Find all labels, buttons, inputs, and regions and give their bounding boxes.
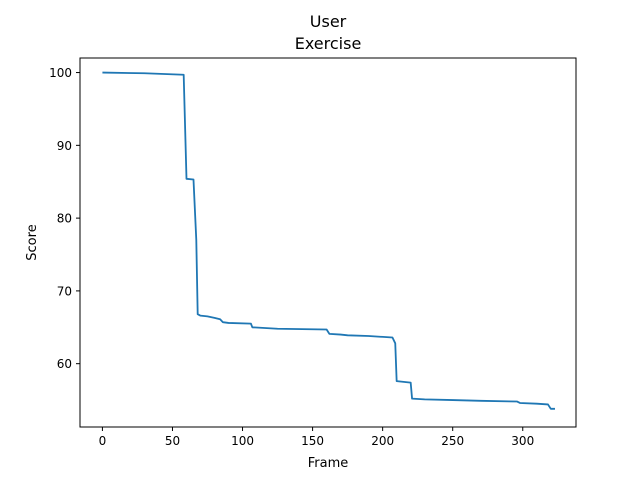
x-axis-label: Frame [308,456,349,471]
y-axis-label: Score [25,224,40,260]
y-tick-label: 100 [49,66,72,80]
chart-title: User [310,12,347,31]
y-tick-label: 90 [57,139,72,153]
y-tick-label: 70 [57,284,72,298]
x-tick-label: 300 [511,434,534,448]
x-axis: 0 50 100 150 200 250 300 [99,427,534,448]
x-tick-label: 150 [301,434,324,448]
x-tick-label: 100 [231,434,254,448]
series-line-1 [102,71,555,410]
x-tick-label: 0 [99,434,107,448]
y-tick-label: 80 [57,212,72,226]
x-tick-label: 250 [441,434,464,448]
x-tick-label: 200 [371,434,394,448]
chart-subtitle: Exercise [295,34,362,53]
x-tick-label: 50 [165,434,180,448]
axes-frame [79,57,577,428]
plot-area [102,71,555,410]
y-axis: 60 70 80 90 100 [49,66,80,371]
y-tick-label: 60 [57,357,72,371]
